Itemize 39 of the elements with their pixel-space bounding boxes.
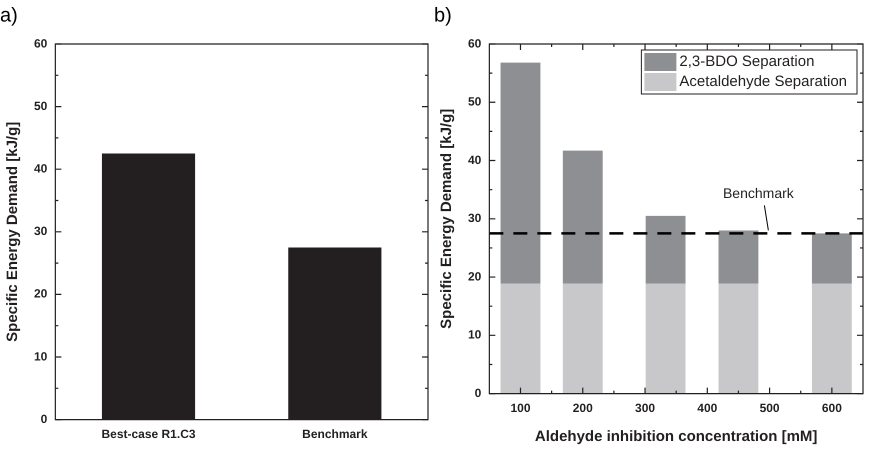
- x-tick-label: 300: [635, 401, 656, 416]
- x-tick-label: 600: [822, 401, 842, 416]
- legend-label: Acetaldehyde Separation: [679, 73, 848, 90]
- bar: [646, 283, 686, 394]
- x-tick-label: 400: [697, 401, 718, 416]
- bar: [812, 233, 852, 284]
- y-tick-label: 10: [468, 328, 482, 342]
- y-axis-title: Specific Energy Demand [kJ/g]: [4, 122, 22, 342]
- x-axis-title: Aldehyde inhibition concentration [mM]: [534, 428, 818, 446]
- x-tick-label: 100: [510, 401, 531, 416]
- bar: [812, 283, 852, 394]
- bar: [718, 230, 758, 284]
- y-tick-label: 10: [34, 349, 48, 364]
- y-tick-label: 40: [468, 152, 482, 167]
- y-tick-label: 30: [34, 224, 48, 238]
- y-axis-title: Specific Energy Demand [kJ/g]: [438, 108, 456, 329]
- y-tick-label: 20: [468, 269, 482, 284]
- x-tick-label: 200: [572, 401, 594, 416]
- legend-label: 2,3-BDO Separation: [679, 53, 814, 70]
- ref-line-label: Benchmark: [722, 185, 795, 202]
- y-tick-label: 20: [34, 286, 48, 301]
- y-tick-label: 50: [34, 98, 48, 113]
- bar: [718, 283, 758, 394]
- y-tick-label: 50: [468, 94, 482, 109]
- bar: [500, 283, 540, 394]
- y-tick-label: 0: [40, 412, 48, 426]
- chart-title: a): [0, 4, 18, 27]
- chart-title: b): [434, 4, 452, 27]
- y-tick-label: 40: [34, 162, 48, 176]
- bar: [500, 62, 540, 284]
- y-tick-label: 60: [468, 36, 482, 50]
- y-tick-label: 30: [468, 211, 482, 226]
- x-tick-label: Best-case R1.C3: [101, 427, 196, 442]
- bar: [562, 150, 603, 284]
- x-tick-label: 500: [760, 401, 780, 416]
- y-tick-label: 0: [474, 386, 482, 400]
- bar: [646, 216, 686, 284]
- y-tick-label: 60: [34, 36, 48, 50]
- bar: [562, 283, 603, 394]
